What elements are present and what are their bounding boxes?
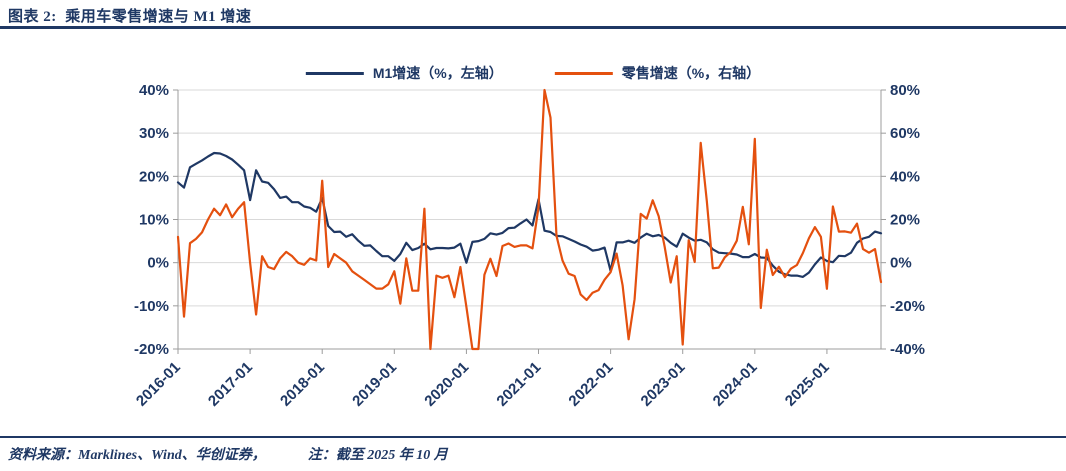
x-tick-label: 2016-01 — [133, 359, 184, 410]
chart-legend: M1增速（%，左轴） 零售增速（%，右轴） — [305, 63, 761, 83]
retail-series-line — [176, 88, 883, 351]
legend-item-m1: M1增速（%，左轴） — [305, 63, 503, 83]
chart-title: 图表 2: 乘用车零售增速与 M1 增速 — [8, 9, 252, 25]
note-text: 注：截至 2025 年 10 月 — [307, 448, 448, 463]
m1-series-line — [176, 151, 883, 278]
y-left-tick-label: -20% — [134, 341, 169, 358]
x-tick-label: 2024-01 — [710, 359, 761, 410]
x-tick-label: 2018-01 — [277, 359, 328, 410]
legend-item-retail: 零售增速（%，右轴） — [554, 63, 761, 83]
y-right-tick-label: 80% — [890, 82, 920, 99]
y-right-tick-label: 40% — [890, 168, 920, 185]
x-tick-label: 2023-01 — [638, 359, 689, 410]
title-underline — [0, 26, 1066, 29]
y-right-tick-label: 60% — [890, 125, 920, 142]
x-tick-label: 2019-01 — [349, 359, 400, 410]
x-tick-label: 2021-01 — [493, 359, 544, 410]
y-right-tick-label: 0% — [890, 255, 912, 272]
y-left-tick-label: 0% — [147, 255, 169, 272]
x-tick-label: 2017-01 — [205, 359, 256, 410]
x-tick-label: 2025-01 — [782, 359, 833, 410]
x-tick-label: 2020-01 — [421, 359, 472, 410]
legend-label-retail: 零售增速（%，右轴） — [621, 65, 761, 81]
x-tick-label: 2022-01 — [565, 359, 616, 410]
source-note: 资料来源：Marklines、Wind、华创证券， 注：截至 2025 年 10 … — [8, 444, 448, 464]
y-left-tick-label: -10% — [134, 298, 169, 315]
source-text: 资料来源：Marklines、Wind、华创证券， — [8, 448, 266, 463]
y-left-tick-label: 40% — [139, 82, 169, 99]
y-left-tick-label: 20% — [139, 168, 169, 185]
legend-label-m1: M1增速（%，左轴） — [372, 65, 503, 81]
y-left-tick-label: 30% — [139, 125, 169, 142]
y-right-tick-label: 20% — [890, 212, 920, 229]
retail-line-sample — [554, 71, 613, 75]
y-right-tick-label: -20% — [890, 298, 925, 315]
m1-line-sample — [305, 71, 364, 75]
y-right-tick-label: -40% — [890, 341, 925, 358]
y-left-tick-label: 10% — [139, 212, 169, 229]
footer-divider — [0, 436, 1066, 438]
